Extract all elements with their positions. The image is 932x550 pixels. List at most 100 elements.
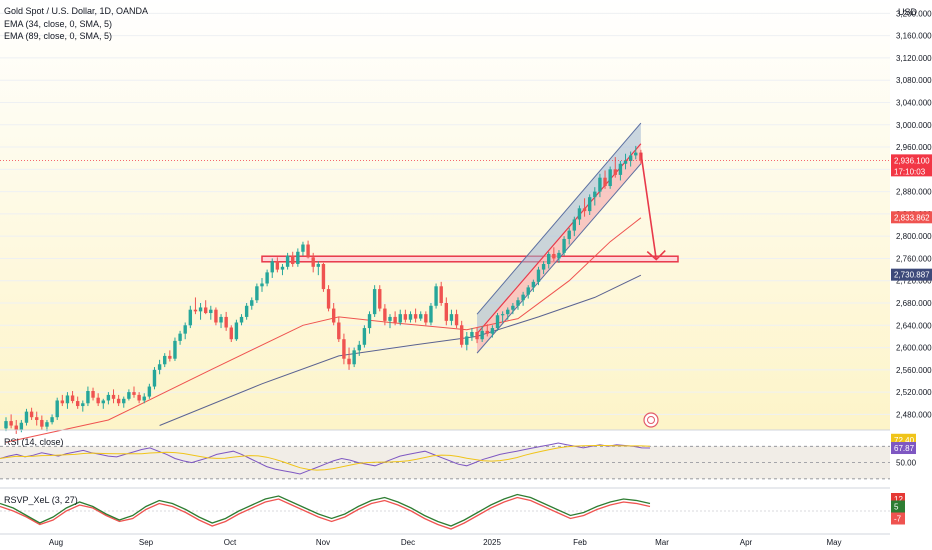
candle-body: [444, 303, 449, 321]
rsi-tag-ma: 72.40: [894, 436, 915, 445]
candle-body: [14, 425, 18, 430]
candle-body: [183, 325, 187, 334]
candle-body: [342, 339, 346, 359]
chart-title: Gold Spot / U.S. Dollar, 1D, OANDA: [4, 6, 149, 16]
candle-body: [147, 386, 152, 397]
candle-body: [618, 163, 623, 175]
candle-body: [480, 330, 484, 340]
candle-body: [4, 421, 8, 429]
candle-body: [623, 160, 628, 164]
replay-logo-icon-inner: [647, 416, 655, 424]
candle-body: [255, 286, 259, 301]
ema89-line: [159, 274, 642, 426]
currency-label: USD: [898, 7, 918, 17]
candle-body: [152, 369, 157, 387]
candle-body: [378, 289, 382, 309]
candle-body: [40, 419, 44, 427]
price-pane-background: [0, 0, 890, 430]
candle-body: [270, 261, 274, 273]
x-tick-label: Sep: [139, 538, 154, 547]
candle-body: [316, 264, 321, 267]
candle-body: [9, 421, 13, 426]
candle-body: [587, 197, 592, 212]
legend-ema34: EMA (34, close, 0, SMA, 5): [4, 19, 113, 29]
oscillator-pane-label: RSVP_XeL (3, 27): [4, 495, 78, 505]
rsi-tag-value-bg: [891, 442, 916, 455]
candle-body: [214, 309, 218, 323]
candle-body: [301, 244, 305, 252]
candle-body: [552, 253, 556, 259]
candle-body: [347, 358, 351, 365]
candle-body: [285, 255, 290, 267]
candle-body: [198, 307, 203, 312]
legend-ema89: EMA (89, close, 0, SMA, 5): [4, 31, 113, 41]
candle-body: [362, 328, 367, 345]
candle-body: [331, 308, 336, 323]
rsi-ma-line: [0, 444, 651, 471]
candle-body: [383, 308, 387, 321]
x-tick-label: Dec: [401, 538, 415, 547]
candle-body: [260, 283, 264, 287]
candle-body: [357, 344, 361, 351]
candle-body: [142, 396, 146, 401]
last-price-tag-bg: [891, 154, 932, 177]
candle-body: [45, 422, 49, 427]
y-tick-label: 3,040.000: [896, 98, 932, 107]
y-tick-label: 2,520.000: [896, 388, 932, 397]
candle-body: [531, 281, 536, 288]
x-tick-label: Aug: [49, 538, 63, 547]
candle-body: [506, 309, 510, 315]
y-tick-label: 2,560.000: [896, 366, 932, 375]
candle-body: [321, 264, 326, 290]
candle-body: [280, 266, 285, 270]
ema89-price-tag: 2,730.887: [894, 271, 930, 280]
candle-body: [598, 177, 602, 192]
candle-body: [132, 392, 136, 395]
candle-body: [203, 307, 208, 314]
candle-body: [459, 325, 464, 345]
candle-body: [116, 398, 121, 404]
candle-body: [485, 330, 489, 334]
candle-body: [547, 253, 551, 265]
candle-body: [449, 314, 454, 321]
candle-body: [603, 177, 607, 187]
candle-body: [419, 314, 423, 319]
candle-body: [163, 355, 167, 365]
y-tick-label: 3,120.000: [896, 54, 932, 63]
y-tick-label: 2,600.000: [896, 344, 932, 353]
candle-body: [29, 411, 34, 418]
candle-body: [19, 422, 24, 430]
candle-body: [244, 305, 249, 317]
candle-body: [101, 400, 105, 404]
candle-body: [250, 300, 254, 306]
candle-body: [593, 191, 597, 198]
candle-body: [337, 322, 341, 340]
rsi-line: [0, 442, 651, 475]
candle-body: [413, 314, 418, 319]
candle-body: [96, 397, 100, 404]
candle-body: [434, 286, 438, 306]
candle-body: [81, 403, 85, 407]
osc-red-line: [0, 496, 651, 530]
candle-body: [173, 340, 177, 359]
candle-body: [516, 300, 520, 306]
candle-body: [465, 336, 469, 345]
y-tick-label: 2,480.000: [896, 410, 932, 419]
candle-body: [157, 364, 162, 370]
candle-body: [24, 411, 29, 423]
candle-body: [75, 401, 80, 407]
candle-body: [429, 305, 433, 323]
projection-arrow: [640, 152, 658, 260]
candle-body: [111, 394, 116, 399]
candle-body: [193, 309, 198, 312]
candle-body: [86, 391, 90, 404]
y-tick-label: 2,960.000: [896, 143, 932, 152]
ema34-price-tag-bg: [891, 211, 932, 224]
y-tick-label: 3,200.000: [896, 9, 932, 18]
candle-body: [367, 314, 372, 329]
candle-body: [229, 327, 233, 340]
x-tick-label: Feb: [573, 538, 587, 547]
y-tick-label: 3,160.000: [896, 32, 932, 41]
candle-body: [634, 152, 638, 156]
